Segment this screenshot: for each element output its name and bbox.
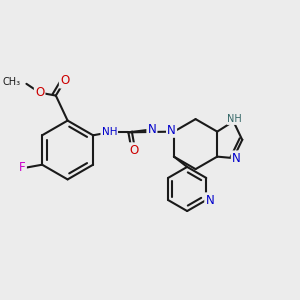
Text: CH₃: CH₃ xyxy=(4,79,21,88)
Text: O: O xyxy=(35,86,44,99)
Text: O: O xyxy=(60,74,69,87)
Text: N: N xyxy=(206,194,214,206)
Text: F: F xyxy=(19,161,26,174)
Text: NH: NH xyxy=(227,114,242,124)
Text: N: N xyxy=(232,152,241,165)
Text: CH₃: CH₃ xyxy=(2,77,20,87)
Text: O: O xyxy=(129,143,138,157)
Text: N: N xyxy=(167,124,176,136)
Text: N: N xyxy=(148,123,156,136)
Text: NH: NH xyxy=(101,127,117,137)
